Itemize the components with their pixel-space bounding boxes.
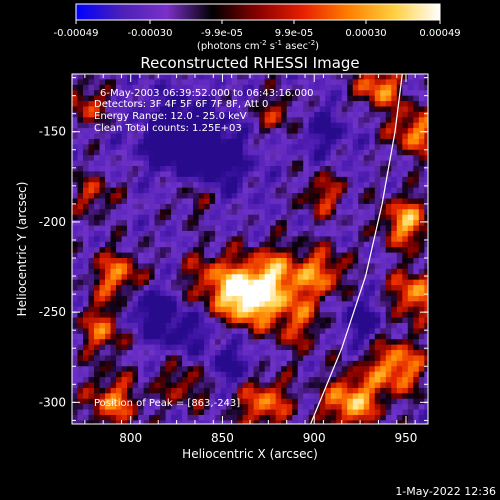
annotation-detectors: Detectors: 3F 4F 5F 6F 7F 8F, Att 0 [94,99,268,110]
colorbar-tick-label: -0.00030 [128,28,173,39]
chart-title: Reconstructed RHESSI Image [140,54,359,72]
x-tick-label: 800 [119,431,142,445]
y-tick-label: -150 [39,125,66,139]
colorbar-unit: (photons cm-2 s-1 asec-2) [197,39,319,52]
colorbar-gradient [75,3,441,21]
annotations: 6-May-2003 06:39:52.000 to 06:43:16.000 … [94,88,313,409]
y-tick-label: -200 [39,215,66,229]
y-axis-label: Heliocentric Y (arcsec) [15,182,29,317]
colorbar: -0.00049 -0.00030 -9.9e-05 9.9e-05 0.00030 0.… [54,3,461,52]
annotation-energy: Energy Range: 12.0 - 25.0 keV [94,111,247,122]
axis-ticks: 800 850 900 950 -150 -200 -250 -300 [39,74,428,445]
y-tick-label: -250 [39,305,66,319]
colorbar-tick-label: 0.00030 [345,28,386,39]
x-tick-label: 850 [211,431,234,445]
solar-limb-line [310,74,403,424]
colorbar-tick-label: -9.9e-05 [201,28,243,39]
colorbar-ticks: -0.00049 -0.00030 -9.9e-05 9.9e-05 0.00030 0.… [54,20,461,39]
annotation-time-range: 6-May-2003 06:39:52.000 to 06:43:16.000 [100,88,313,99]
colorbar-tick-label: 9.9e-05 [275,28,313,39]
x-tick-label: 950 [395,431,418,445]
colorbar-tick-label: 0.00049 [419,28,460,39]
annotation-method: Clean Total counts: 1.25E+03 [94,123,242,134]
x-tick-label: 900 [303,431,326,445]
colorbar-tick-label: -0.00049 [54,28,99,39]
y-tick-label: -300 [39,395,66,409]
x-axis-label: Heliocentric X (arcsec) [182,447,318,461]
heatmap-image [72,74,428,424]
annotation-peak: Position of Peak = [863,-243] [94,398,240,409]
footer-timestamp: 1-May-2022 12:36 [395,485,496,498]
plot-area: 800 850 900 950 -150 -200 -250 -300 [39,73,429,445]
